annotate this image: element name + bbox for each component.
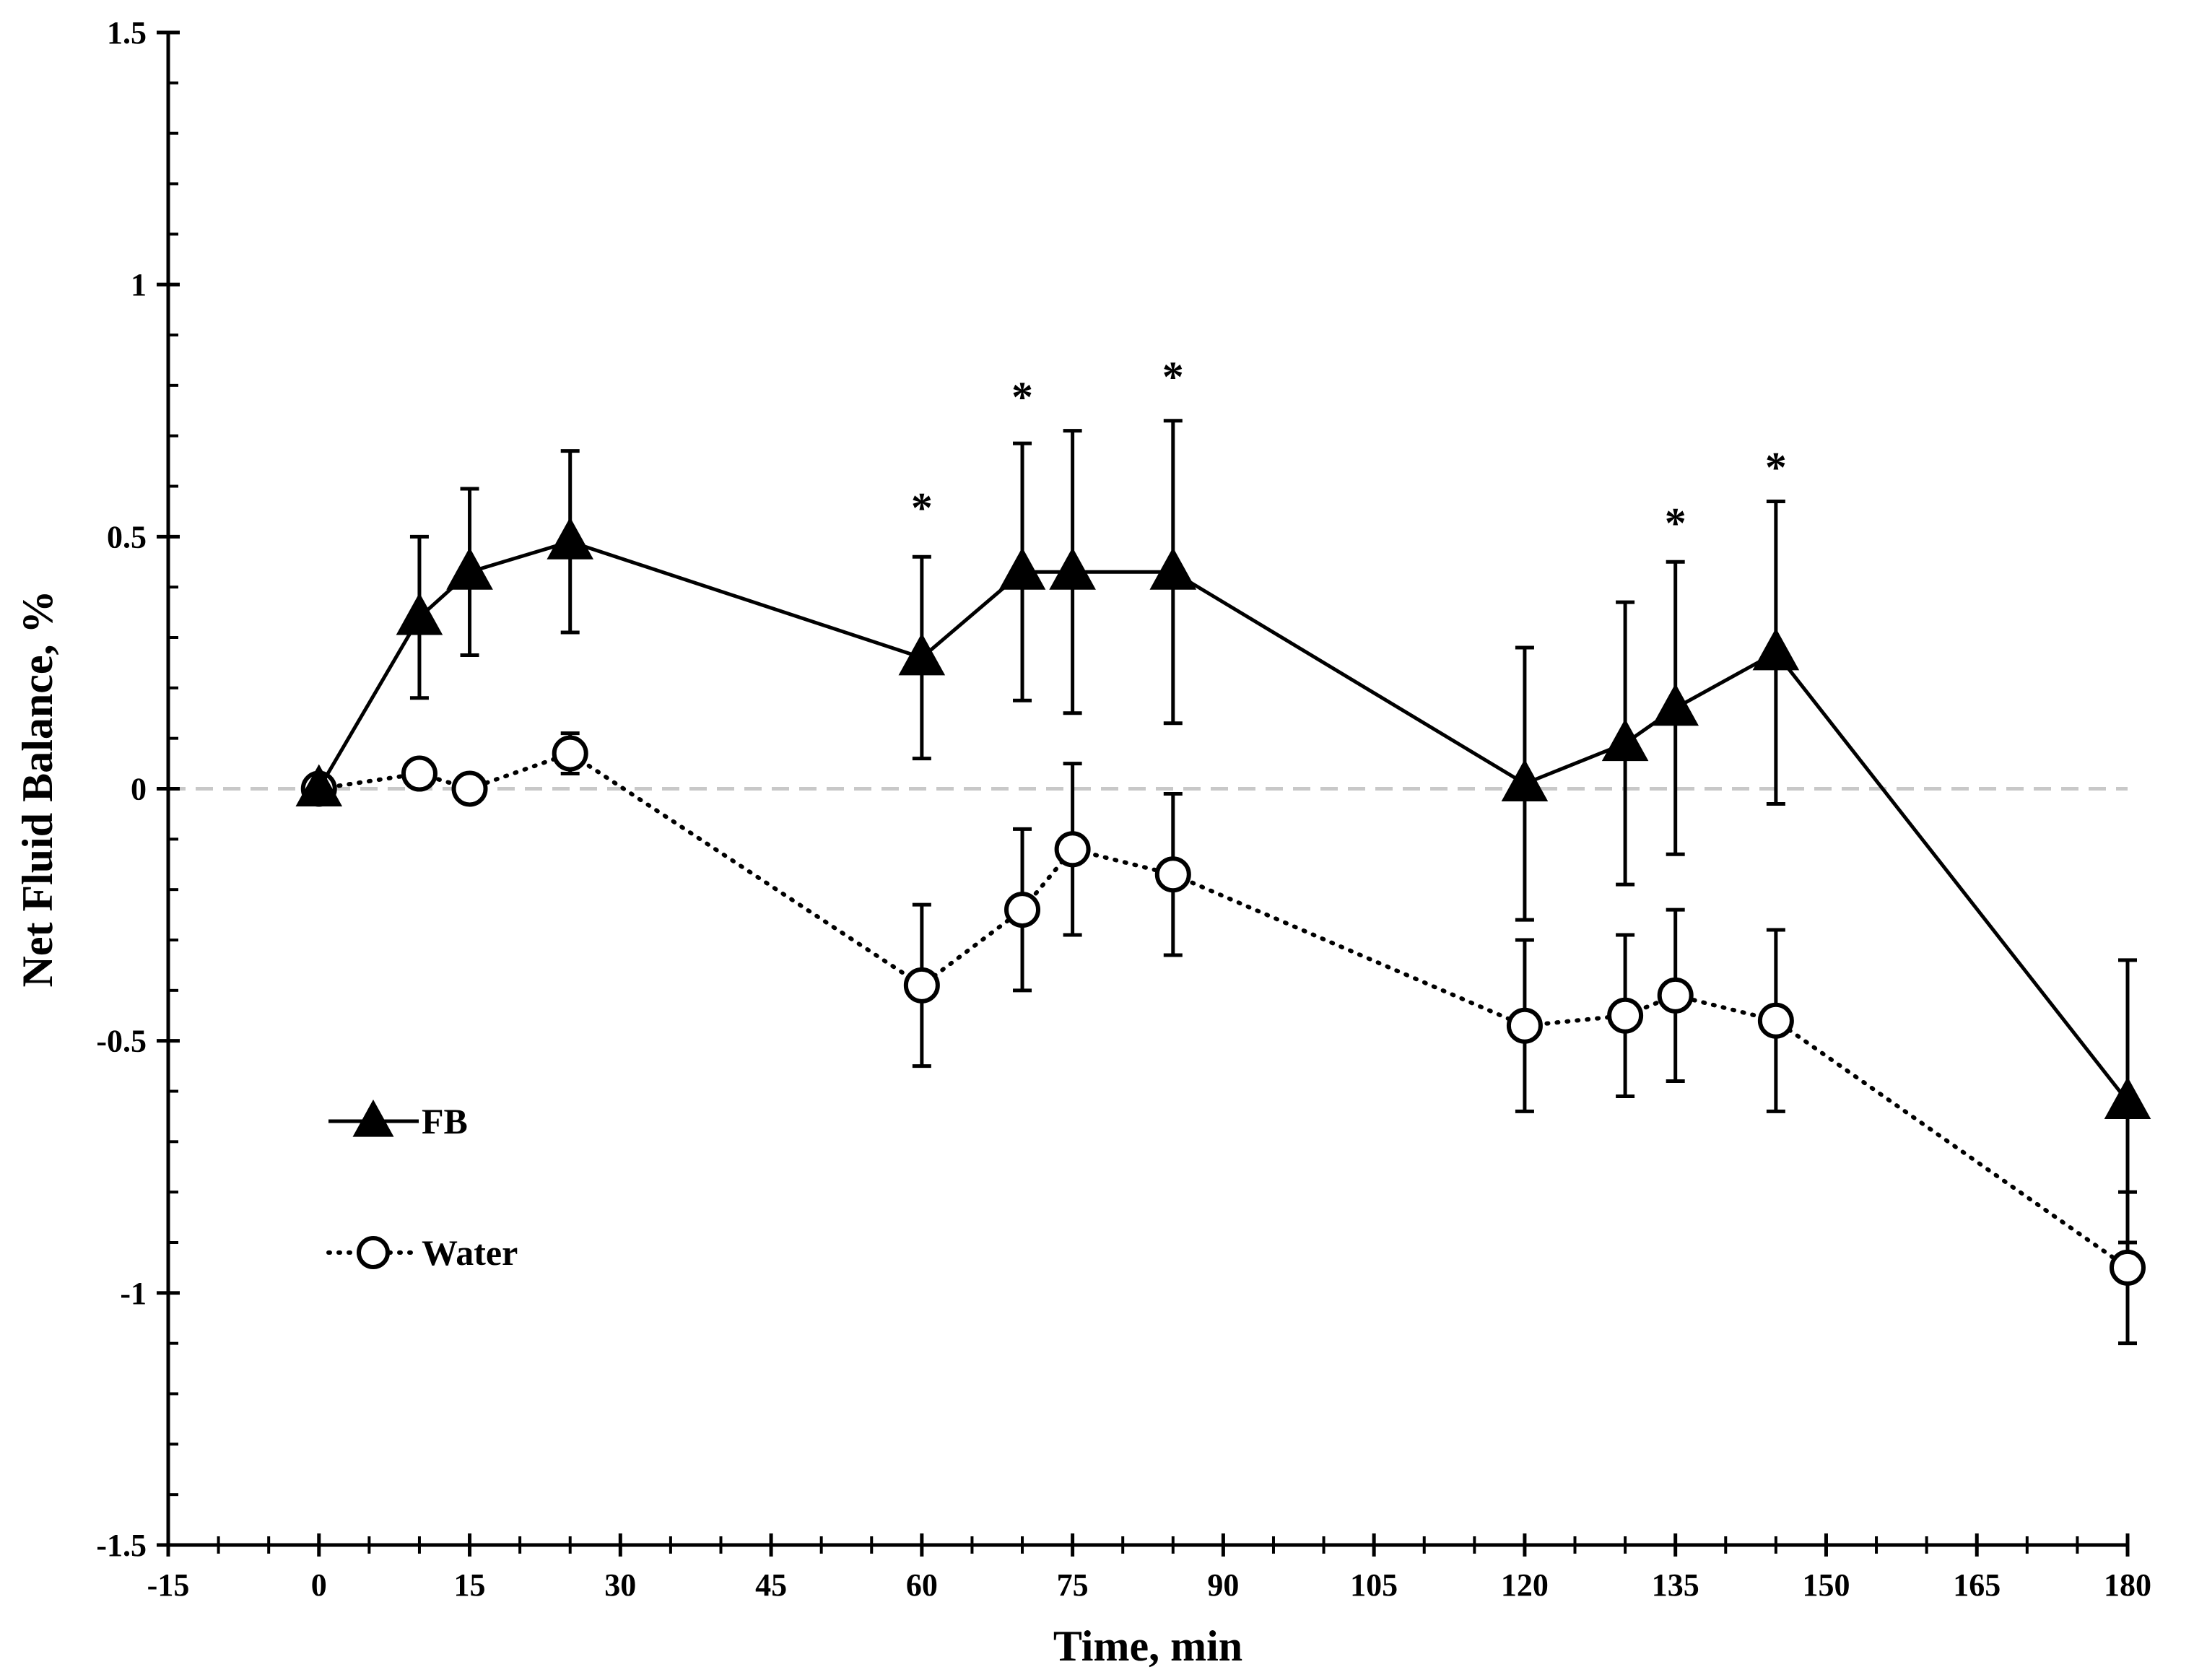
- x-tick-label: 75: [1057, 1567, 1089, 1603]
- legend-fb-label: FB: [422, 1101, 468, 1141]
- water-data-point: [1154, 856, 1191, 893]
- x-tick-label: 90: [1207, 1567, 1239, 1603]
- water-data-point: [1657, 977, 1694, 1014]
- y-tick-label: -1.5: [96, 1528, 147, 1563]
- x-tick-label: 165: [1953, 1567, 2001, 1603]
- x-tick-label: 0: [311, 1567, 327, 1603]
- fb-data-point: [295, 764, 343, 806]
- water-data-point: [401, 755, 438, 792]
- water-line: [316, 751, 2130, 1270]
- legend-water-circle-marker: [357, 1236, 390, 1269]
- fb-data-point: [446, 547, 493, 590]
- water-series: [300, 731, 2146, 1346]
- fb-data-point: [1149, 547, 1197, 590]
- y-tick-label: 0: [131, 772, 147, 807]
- x-tick-label: 180: [2104, 1567, 2151, 1603]
- fb-data-point: [1049, 547, 1096, 590]
- x-tick-label: 15: [454, 1567, 486, 1603]
- x-tick-label: 60: [906, 1567, 938, 1603]
- significance-asterisk: *: [1011, 373, 1033, 421]
- legend-fb-triangle-marker: [352, 1100, 394, 1137]
- water-data-point: [1607, 997, 1644, 1034]
- x-tick-label: 135: [1652, 1567, 1699, 1603]
- significance-asterisk: *: [1162, 353, 1184, 401]
- fb-line: [317, 539, 2129, 1103]
- legend-water-label: Water: [422, 1232, 518, 1273]
- fb-data-point: [898, 632, 946, 676]
- water-data-point: [1054, 831, 1091, 868]
- significance-asterisk: *: [1665, 499, 1686, 547]
- fb-data-point: [547, 517, 594, 560]
- water-data-point: [1004, 892, 1041, 928]
- x-tick-label: 45: [755, 1567, 787, 1603]
- x-axis-title: Time, min: [1053, 1622, 1242, 1670]
- water-data-point: [1757, 1002, 1794, 1039]
- x-tick-label: 105: [1350, 1567, 1398, 1603]
- y-tick-label: 1.5: [107, 15, 147, 51]
- y-axis-title: Net Fluid Balance, %: [14, 591, 61, 988]
- significance-asterisk: *: [911, 484, 933, 531]
- y-tick-label: 1: [131, 267, 147, 303]
- y-axis-ticks: -1.5 -1 -0.5 0 0.5 1 1.5: [96, 15, 180, 1563]
- fb-data-point: [2104, 1076, 2151, 1119]
- fb-series: [295, 419, 2151, 1245]
- legend-entry-water: Water: [326, 1232, 518, 1273]
- fb-data-point: [1652, 683, 1699, 726]
- x-tick-label: -15: [147, 1567, 190, 1603]
- fb-data-point: [1752, 627, 1800, 671]
- y-tick-label: -0.5: [96, 1024, 147, 1059]
- fb-data-point: [396, 593, 443, 635]
- x-tick-label: 150: [1802, 1567, 1850, 1603]
- water-data-point: [1506, 1007, 1543, 1044]
- significance-asterisk: *: [1765, 444, 1787, 492]
- water-data-point: [903, 967, 940, 1004]
- y-tick-label: -1: [120, 1276, 147, 1311]
- water-data-point: [2110, 1249, 2146, 1286]
- fb-data-point: [998, 547, 1046, 590]
- significance-marks: * * * * *: [911, 353, 1787, 547]
- water-data-point: [451, 770, 488, 807]
- water-data-point: [552, 735, 588, 772]
- x-tick-label: 30: [604, 1567, 636, 1603]
- x-tick-label: 120: [1501, 1567, 1549, 1603]
- y-tick-label: 0.5: [107, 519, 147, 554]
- legend: FB Water: [326, 1100, 518, 1273]
- legend-entry-fb: FB: [328, 1100, 468, 1141]
- fb-data-point: [1501, 759, 1549, 801]
- fb-data-point: [1601, 718, 1649, 762]
